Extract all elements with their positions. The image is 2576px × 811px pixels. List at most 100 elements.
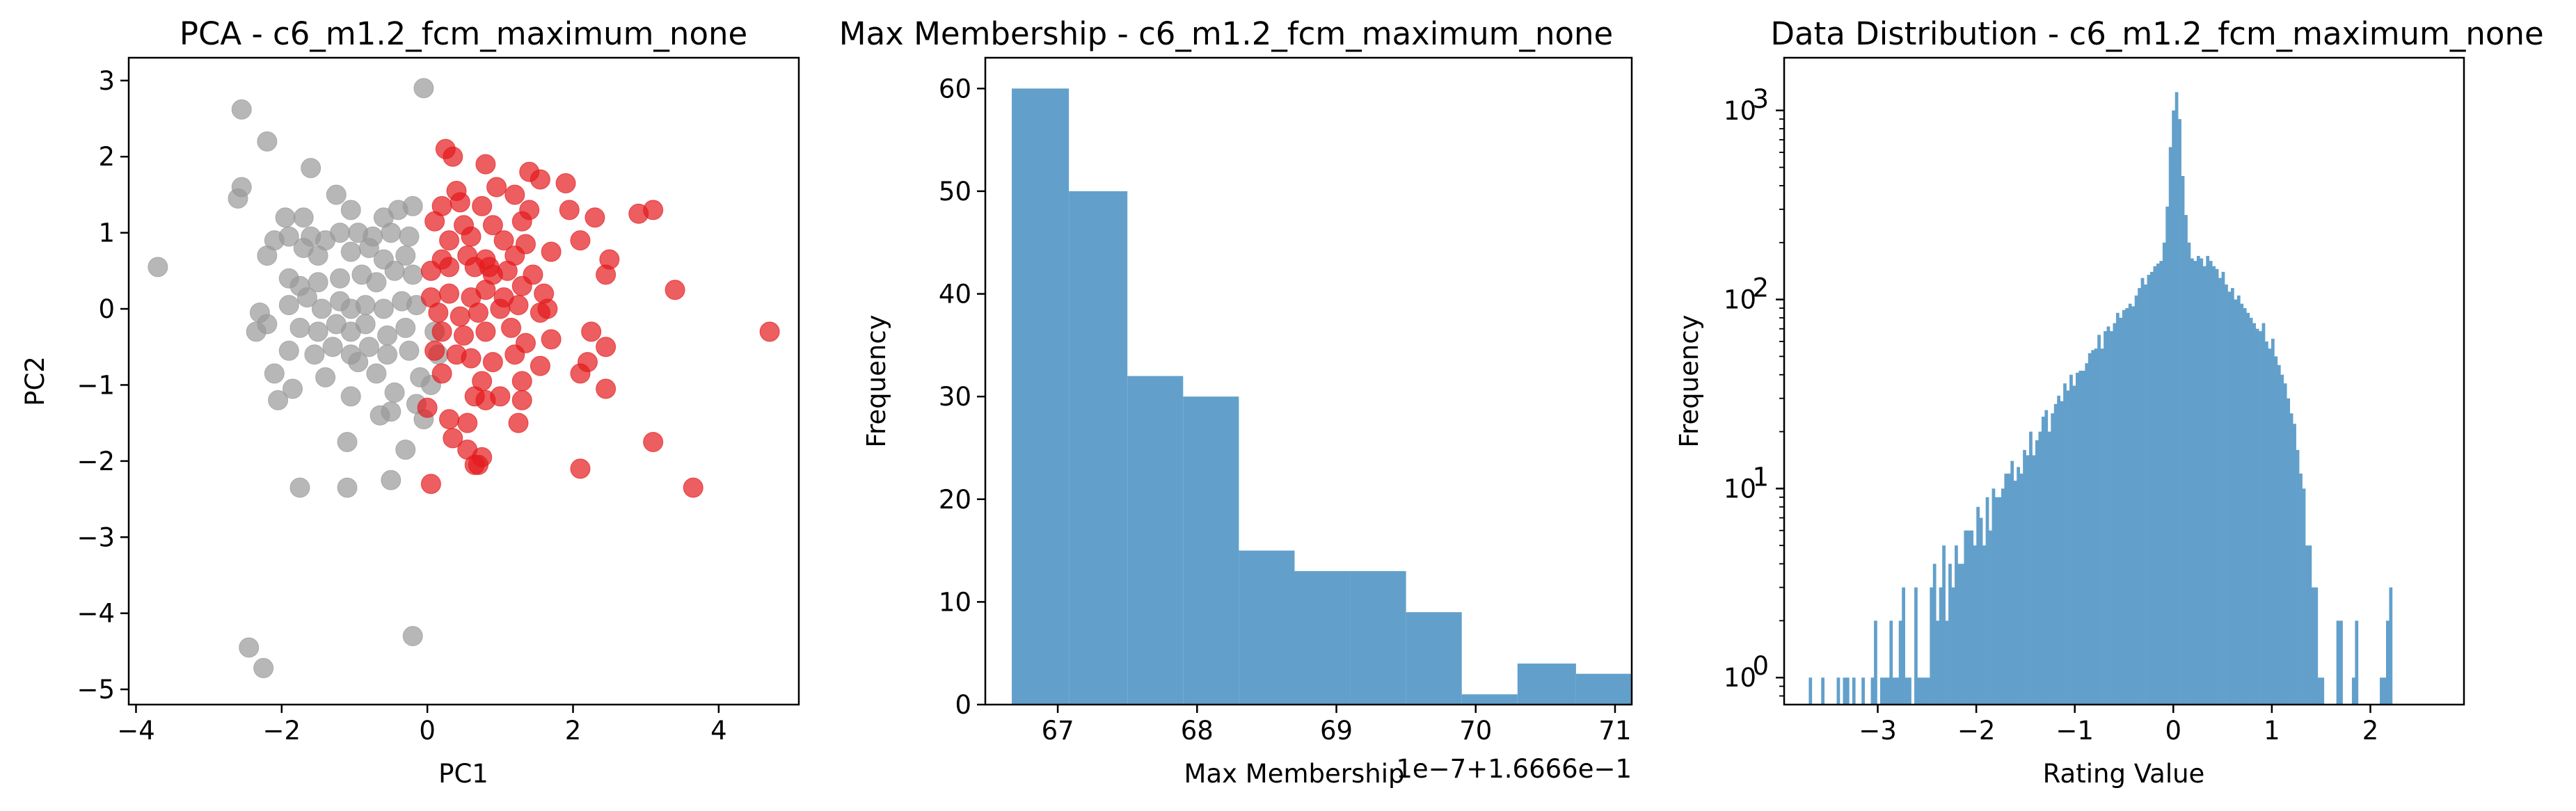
scatter-point-series-0	[381, 223, 401, 243]
scatter-point-series-1	[450, 192, 470, 213]
histogram-bar	[2053, 403, 2058, 705]
scatter-point-series-1	[443, 428, 463, 449]
scatter-point-series-1	[501, 317, 522, 338]
histogram-bar	[1861, 677, 1865, 705]
x-tick-label: 70	[1459, 716, 1492, 746]
scatter-point-series-0	[413, 78, 434, 99]
histogram-bar	[2063, 383, 2067, 705]
scatter-point-series-0	[340, 386, 361, 407]
histogram-bar	[2032, 455, 2036, 705]
histogram-bar	[1808, 677, 1813, 705]
histogram-bar	[2081, 370, 2085, 705]
x-tick-label: 71	[1598, 716, 1631, 746]
scatter-point-series-1	[759, 321, 780, 342]
scatter-point-series-0	[381, 469, 401, 490]
scatter-point-series-1	[479, 257, 500, 278]
data-distribution-panel: Data Distribution - c6_m1.2_fcm_maximum_…	[1674, 15, 2544, 789]
scatter-point-series-1	[643, 200, 664, 220]
scatter-point-series-1	[482, 215, 503, 236]
histogram-bar	[2144, 284, 2147, 705]
histogram-bar	[2230, 288, 2234, 705]
histogram-bar	[2268, 348, 2272, 705]
distribution-x-axis-label: Rating Value	[2043, 759, 2205, 789]
y-tick-label: 3	[98, 66, 115, 96]
histogram-bar	[1870, 677, 1875, 705]
scatter-point-series-0	[304, 344, 325, 365]
scatter-point-series-1	[596, 264, 617, 285]
scatter-point-series-0	[358, 337, 379, 358]
histogram-bar	[1461, 694, 1518, 705]
scatter-point-series-0	[395, 317, 416, 338]
membership-x-offset-text: 1e−7+1.6666e−1	[1396, 754, 1632, 784]
scatter-point-series-0	[355, 314, 376, 335]
scatter-point-series-1	[511, 211, 532, 232]
scatter-point-series-0	[308, 321, 328, 342]
histogram-bar	[2001, 488, 2005, 705]
x-tick-label: 2	[565, 716, 582, 746]
y-tick-label: 50	[939, 177, 971, 207]
histogram-bar	[2191, 258, 2194, 705]
x-tick-label: −2	[263, 716, 301, 746]
x-tick-label: 1	[2264, 716, 2280, 746]
histogram-bar	[2072, 385, 2076, 705]
histogram-bar	[2299, 473, 2303, 705]
histogram-bar	[1973, 545, 1977, 705]
pca-points-layer	[148, 78, 780, 678]
scatter-point-series-1	[504, 184, 525, 205]
scatter-point-series-1	[454, 325, 474, 346]
scatter-point-series-1	[468, 303, 488, 323]
scatter-point-series-1	[570, 458, 591, 479]
histogram-bar	[2351, 677, 2355, 705]
histogram-bar	[1575, 673, 1632, 705]
x-tick-label: 4	[710, 716, 727, 746]
y-tick-label: 1	[98, 218, 115, 248]
histogram-bar	[1964, 530, 1968, 705]
scatter-point-series-0	[308, 245, 328, 266]
histogram-bar	[2085, 363, 2089, 705]
histogram-bar	[1960, 563, 1964, 705]
histogram-bar	[2249, 317, 2253, 705]
histogram-bar	[2094, 348, 2098, 705]
scatter-point-series-1	[428, 303, 449, 323]
histogram-bar	[2110, 331, 2113, 705]
scatter-point-series-1	[439, 257, 460, 278]
scatter-point-series-1	[464, 454, 485, 475]
histogram-bar	[2227, 291, 2232, 705]
scatter-point-series-0	[257, 245, 278, 266]
scatter-point-series-1	[461, 226, 482, 247]
scatter-point-series-1	[683, 477, 703, 498]
histogram-bar	[1989, 530, 1992, 705]
scatter-point-series-0	[395, 245, 416, 266]
scatter-point-series-1	[530, 169, 550, 190]
histogram-bar	[2147, 275, 2151, 705]
histogram-bar	[2060, 401, 2064, 705]
y-tick-exponent: 2	[1752, 273, 1769, 303]
scatter-point-series-0	[322, 337, 343, 358]
histogram-bar	[2078, 370, 2083, 705]
scatter-point-series-1	[475, 154, 496, 175]
scatter-point-series-1	[585, 207, 605, 228]
histogram-bar	[1923, 677, 1927, 705]
histogram-bar	[2044, 410, 2049, 705]
scatter-point-series-1	[431, 321, 452, 342]
scatter-point-series-0	[348, 352, 369, 373]
scatter-point-series-0	[311, 298, 332, 319]
scatter-point-series-1	[596, 378, 617, 399]
histogram-bar	[2004, 473, 2008, 705]
histogram-bar	[1945, 620, 1949, 705]
scatter-point-series-0	[384, 382, 405, 403]
y-tick-label: 60	[939, 74, 971, 104]
histogram-bar	[2221, 271, 2225, 705]
histogram-bar	[1905, 677, 1909, 705]
histogram-bar	[1955, 545, 1958, 705]
pca-chart-title: PCA - c6_m1.2_fcm_maximum_none	[180, 15, 747, 52]
histogram-bar	[1982, 545, 1986, 705]
histogram-bar	[1908, 677, 1911, 705]
scatter-point-series-1	[511, 275, 532, 296]
histogram-bar	[2225, 284, 2228, 705]
scatter-point-series-0	[377, 325, 398, 346]
histogram-bar	[2265, 341, 2268, 705]
scatter-point-series-1	[508, 412, 529, 433]
histogram-bar	[2159, 261, 2163, 705]
histogram-bar	[2162, 242, 2166, 705]
